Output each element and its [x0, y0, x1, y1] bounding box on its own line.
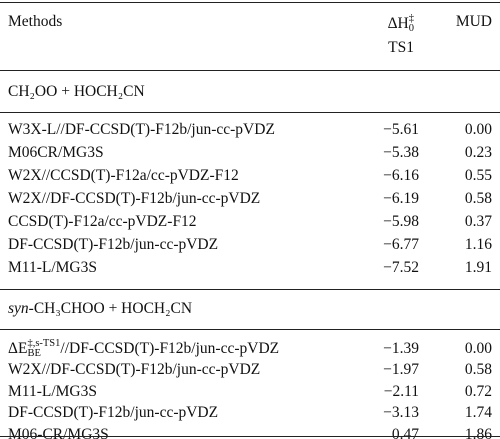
mud-value: 0.72 [464, 382, 492, 400]
dh-value: −2.11 [383, 382, 419, 400]
dh-scripts: ‡ 0 [408, 13, 414, 35]
mud-value: 0.00 [464, 121, 492, 138]
rule [0, 289, 500, 290]
header-methods: Methods [8, 13, 63, 30]
header-mud: MUD [455, 13, 492, 30]
dh-value: −7.52 [383, 259, 419, 276]
title-main: CH₂OO + HOCH₂CN [8, 83, 145, 100]
method: M06-CR/MG3S [8, 425, 109, 439]
method: CCSD(T)-F12a/cc-pVDZ-F12 [8, 213, 197, 230]
dh-sup: ‡ [408, 13, 414, 25]
method: M06CR/MG3S [8, 144, 104, 161]
method: W3X-L//DF-CCSD(T)-F12b/jun-cc-pVDZ [8, 121, 275, 138]
dh-value: −3.13 [383, 404, 419, 421]
title-main: -CH₃CHOO + HOCH₂CN [28, 300, 193, 317]
dh-value: −5.38 [383, 144, 419, 161]
method: DF-CCSD(T)-F12b/jun-cc-pVDZ [8, 236, 219, 253]
method-rest: //DF-CCSD(T)-F12b/jun-cc-pVDZ [60, 339, 280, 357]
rule [0, 2, 500, 4]
mud-value: 0.23 [464, 144, 492, 161]
rule [0, 329, 500, 330]
dh-value: −6.19 [383, 190, 419, 207]
header-dh-line2: TS1 [388, 39, 414, 56]
method: W2X//DF-CCSD(T)-F12b/jun-cc-pVDZ [8, 361, 261, 378]
dh-value: 0.47 [391, 425, 419, 439]
title-prefix: syn [8, 300, 29, 317]
method-scripts: ‡,s-TS1 BE [27, 338, 61, 360]
method: ΔE ‡,s-TS1 BE//DF-CCSD(T)-F12b/jun-cc-pVDZ [8, 338, 280, 360]
rule [0, 112, 500, 113]
mud-value: 1.16 [464, 236, 492, 253]
mud-value: 0.58 [464, 190, 492, 207]
dh-sub: 0 [408, 23, 414, 35]
mud-value: 0.00 [464, 340, 492, 357]
method: M11-L/MG3S [8, 382, 97, 400]
dh-value: −6.16 [383, 167, 419, 184]
mud-value: 0.55 [464, 167, 492, 184]
method: W2X//DF-CCSD(T)-F12b/jun-cc-pVDZ [8, 190, 261, 207]
dh-value: −5.98 [383, 213, 419, 230]
header-dh: ΔH ‡ 0 [387, 13, 414, 35]
dh-value: −6.77 [383, 236, 419, 253]
dh-value: −1.97 [383, 361, 419, 378]
section-title: syn-CH₃CHOO + HOCH₂CN [8, 299, 192, 319]
mud-value: 0.58 [464, 361, 492, 378]
method-symbol: ΔE [8, 339, 28, 357]
method: W2X//CCSD(T)-F12a/cc-pVDZ-F12 [8, 167, 239, 184]
mud-value: 1.91 [464, 259, 492, 276]
dh-value: −5.61 [383, 121, 419, 138]
mud-value: 0.37 [464, 213, 492, 230]
method-sup: ‡,s-TS1 [27, 338, 61, 350]
dh-value: −1.39 [383, 340, 419, 357]
rule [0, 70, 500, 71]
method: M11-L/MG3S [8, 259, 97, 276]
section-title: CH₂OO + HOCH₂CN [8, 82, 145, 102]
method: DF-CCSD(T)-F12b/jun-cc-pVDZ [8, 404, 219, 421]
mud-value: 1.86 [464, 425, 492, 439]
rule [0, 436, 500, 438]
method-sub: BE [27, 348, 41, 360]
dh-symbol: ΔH [387, 14, 409, 32]
mud-value: 1.74 [464, 404, 492, 421]
